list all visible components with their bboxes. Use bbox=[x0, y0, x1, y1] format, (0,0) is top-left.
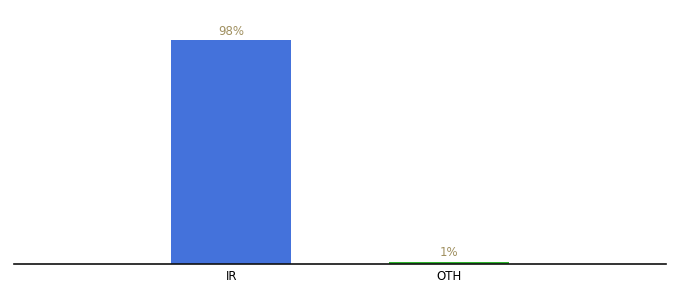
Bar bbox=[171, 40, 291, 264]
Text: 1%: 1% bbox=[439, 246, 458, 260]
Text: 98%: 98% bbox=[218, 25, 244, 38]
Bar bbox=[389, 262, 509, 264]
